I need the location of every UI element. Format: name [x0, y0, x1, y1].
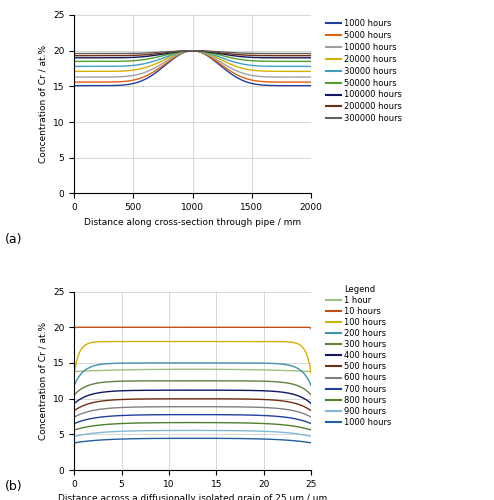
X-axis label: Distance along cross-section through pipe / mm: Distance along cross-section through pip…	[84, 218, 301, 226]
Y-axis label: Concentration of Cr / at.%: Concentration of Cr / at.%	[39, 322, 47, 440]
Legend: 1000 hours, 5000 hours, 10000 hours, 20000 hours, 30000 hours, 50000 hours, 1000: 1000 hours, 5000 hours, 10000 hours, 200…	[323, 16, 406, 126]
Text: (a): (a)	[5, 232, 22, 245]
X-axis label: Distance across a diffusionally isolated grain of 25 um / um: Distance across a diffusionally isolated…	[58, 494, 328, 500]
Legend: Legend, 1 hour, 10 hours, 100 hours, 200 hours, 300 hours, 400 hours, 500 hours,: Legend, 1 hour, 10 hours, 100 hours, 200…	[323, 282, 395, 430]
Y-axis label: Concentration of Cr / at.%: Concentration of Cr / at.%	[39, 45, 47, 164]
Text: (b): (b)	[5, 480, 23, 493]
